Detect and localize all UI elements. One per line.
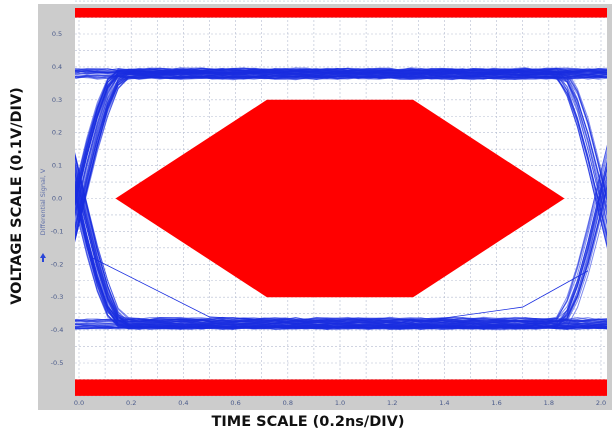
x-tick-label: 0.2 <box>126 399 136 407</box>
upper-mask <box>75 8 607 18</box>
y-tick-label: 0.3 <box>52 96 62 104</box>
trace-group <box>75 67 607 331</box>
y-tick-label: -0.4 <box>51 326 64 334</box>
x-tick-label: 2.0 <box>596 399 606 407</box>
signal-trace <box>75 76 607 80</box>
signal-trace <box>75 319 607 323</box>
lower-mask <box>75 379 607 396</box>
y-tick-label: -0.1 <box>51 227 64 235</box>
y-tick-label: 0.1 <box>52 162 62 170</box>
x-tick-label: 1.8 <box>544 399 554 407</box>
signal-trace <box>75 173 607 321</box>
x-tick-label: 1.0 <box>335 399 345 407</box>
y-tick-label: 0.0 <box>52 195 62 203</box>
x-tick-label: 0.8 <box>283 399 293 407</box>
stray-trace <box>405 270 589 324</box>
x-tick-label: 1.2 <box>387 399 397 407</box>
y-tick-label: 0.5 <box>52 30 62 38</box>
signal-trace <box>75 68 607 200</box>
signal-trace <box>75 74 607 227</box>
center-mask <box>115 99 565 298</box>
signal-label: Differential Signal, V <box>39 168 47 235</box>
mask-regions <box>75 8 607 396</box>
signal-trace <box>75 67 607 202</box>
x-tick-label: 1.4 <box>439 399 449 407</box>
y-tick-labels: 0.5 0.4 0.3 0.2 0.1 0.0 -0.1 -0.2 -0.3 -0.4 -0.5 <box>51 30 64 367</box>
signal-traces <box>75 67 607 331</box>
x-axis-title: TIME SCALE (0.2ns/DIV) <box>211 414 404 430</box>
signal-trace <box>75 171 607 330</box>
signal-trace <box>75 177 607 326</box>
y-tick-label: -0.5 <box>51 359 64 367</box>
x-tick-label: 0.4 <box>178 399 188 407</box>
signal-trace <box>75 72 607 237</box>
x-tick-labels: 0.0 0.2 0.4 0.6 0.8 1.0 1.2 1.4 1.6 1.8 2.0 <box>74 399 606 407</box>
y-tick-label: 0.4 <box>52 63 62 71</box>
x-tick-label: 0.0 <box>74 399 84 407</box>
y-tick-label: -0.3 <box>51 293 64 301</box>
stray-trace <box>91 257 341 324</box>
y-tick-label: -0.2 <box>51 260 64 268</box>
x-tick-label: 0.6 <box>230 399 240 407</box>
y-axis-title: VOLTAGE SCALE (0.1V/DIV) <box>9 87 25 305</box>
x-tick-label: 1.6 <box>491 399 501 407</box>
y-tick-label: 0.2 <box>52 129 62 137</box>
up-arrow-icon <box>40 253 46 262</box>
